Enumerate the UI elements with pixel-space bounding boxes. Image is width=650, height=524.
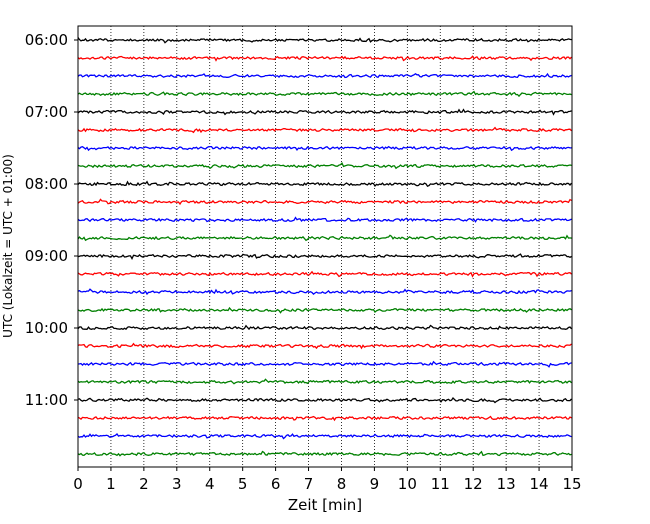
x-tick-label: 12 xyxy=(464,475,483,493)
x-tick-label: 8 xyxy=(337,475,347,493)
seismogram-trace xyxy=(77,360,572,368)
seismogram-trace xyxy=(77,270,572,278)
seismogram-trace xyxy=(77,161,572,170)
y-axis-ticks: 06:00 07:00 08:00 09:00 10:00 11:00 xyxy=(25,31,78,409)
x-tick-label: 1 xyxy=(106,475,116,493)
seismogram-trace xyxy=(77,37,572,44)
x-tick-label: 9 xyxy=(370,475,380,493)
seismogram-trace xyxy=(77,55,572,62)
x-tick-label: 5 xyxy=(238,475,248,493)
seismogram-trace xyxy=(77,234,572,242)
y-tick-label: 08:00 xyxy=(25,175,68,193)
y-tick-label: 11:00 xyxy=(25,391,68,409)
seismogram-trace xyxy=(77,90,572,98)
y-tick-label: 07:00 xyxy=(25,103,68,121)
x-tick-label: 11 xyxy=(431,475,450,493)
x-tick-label: 6 xyxy=(271,475,281,493)
x-tick-label: 0 xyxy=(73,475,83,493)
seismogram-trace xyxy=(77,253,572,261)
seismogram-trace xyxy=(77,415,572,422)
seismogram-trace xyxy=(77,306,572,314)
seismogram-trace xyxy=(77,342,572,350)
seismogram-trace xyxy=(77,288,572,296)
seismogram-trace xyxy=(77,180,573,188)
seismogram-trace xyxy=(77,145,572,152)
seismogram-trace xyxy=(77,450,572,457)
seismogram-trace xyxy=(77,396,572,404)
seismogram-trace xyxy=(77,108,572,116)
plot-frame xyxy=(77,25,573,468)
x-axis-ticks: 0 1 2 3 4 5 6 7 8 9 10 11 12 13 14 15 xyxy=(73,467,582,493)
x-tick-label: 15 xyxy=(562,475,581,493)
seismogram-traces xyxy=(77,37,573,457)
y-tick-label: 09:00 xyxy=(25,247,68,265)
y-axis-label: UTC (Lokalzeit = UTC + 01:00) xyxy=(1,154,15,338)
x-tick-label: 4 xyxy=(205,475,215,493)
seismogram-trace xyxy=(77,216,572,223)
seismogram-trace xyxy=(77,198,572,206)
seismogram-trace xyxy=(77,72,572,79)
y-tick-label: 10:00 xyxy=(25,319,68,337)
x-axis-label: Zeit [min] xyxy=(288,496,362,514)
seismogram-trace xyxy=(77,433,572,440)
seismogram-trace xyxy=(77,126,572,134)
x-tick-label: 2 xyxy=(139,475,149,493)
x-tick-label: 7 xyxy=(304,475,314,493)
x-tick-label: 10 xyxy=(398,475,417,493)
y-tick-label: 06:00 xyxy=(25,31,68,49)
x-tick-label: 14 xyxy=(530,475,549,493)
seismogram-trace xyxy=(77,324,573,331)
x-tick-label: 3 xyxy=(172,475,182,493)
seismogram-trace xyxy=(77,378,572,385)
x-tick-label: 13 xyxy=(497,475,516,493)
